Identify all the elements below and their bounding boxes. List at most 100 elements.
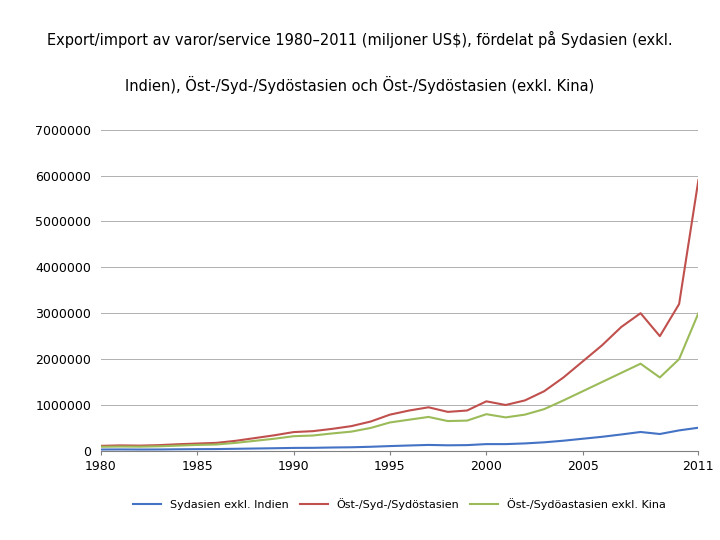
Öst-/Sydöastasien exkl. Kina bbox=[617, 369, 626, 376]
Öst-/Syd-/Sydöstasien bbox=[636, 310, 645, 316]
Öst-/Syd-/Sydöstasien bbox=[444, 409, 452, 415]
Öst-/Syd-/Sydöstasien bbox=[501, 402, 510, 408]
Öst-/Sydöastasien exkl. Kina bbox=[251, 437, 259, 444]
Sydasien exkl. Indien bbox=[598, 434, 606, 440]
Öst-/Syd-/Sydöstasien bbox=[347, 423, 356, 429]
Sydasien exkl. Indien bbox=[578, 435, 587, 442]
Sydasien exkl. Indien bbox=[386, 443, 395, 449]
Öst-/Sydöastasien exkl. Kina bbox=[328, 430, 336, 437]
Öst-/Syd-/Sydöstasien bbox=[694, 177, 703, 184]
Öst-/Syd-/Sydöstasien bbox=[174, 441, 182, 448]
Sydasien exkl. Indien bbox=[521, 440, 529, 447]
Öst-/Syd-/Sydöstasien bbox=[270, 432, 279, 438]
Sydasien exkl. Indien bbox=[559, 437, 568, 444]
Sydasien exkl. Indien bbox=[135, 446, 144, 453]
Sydasien exkl. Indien bbox=[328, 444, 336, 451]
Öst-/Sydöastasien exkl. Kina bbox=[154, 443, 163, 449]
Öst-/Syd-/Sydöstasien bbox=[578, 358, 587, 365]
Öst-/Sydöastasien exkl. Kina bbox=[270, 435, 279, 442]
Öst-/Syd-/Sydöstasien bbox=[598, 342, 606, 349]
Öst-/Sydöastasien exkl. Kina bbox=[347, 428, 356, 435]
Öst-/Sydöastasien exkl. Kina bbox=[96, 443, 105, 450]
Sydasien exkl. Indien bbox=[174, 446, 182, 453]
Sydasien exkl. Indien bbox=[424, 442, 433, 448]
Sydasien exkl. Indien bbox=[636, 429, 645, 435]
Sydasien exkl. Indien bbox=[116, 446, 125, 453]
Sydasien exkl. Indien bbox=[154, 446, 163, 453]
Öst-/Sydöastasien exkl. Kina bbox=[366, 424, 375, 431]
Sydasien exkl. Indien bbox=[405, 442, 413, 449]
Öst-/Sydöastasien exkl. Kina bbox=[521, 411, 529, 418]
Öst-/Syd-/Sydöstasien bbox=[328, 426, 336, 432]
Sydasien exkl. Indien bbox=[289, 444, 298, 451]
Sydasien exkl. Indien bbox=[463, 442, 472, 448]
Öst-/Sydöastasien exkl. Kina bbox=[386, 419, 395, 426]
Line: Öst-/Syd-/Sydöstasien: Öst-/Syd-/Sydöstasien bbox=[101, 180, 698, 446]
Öst-/Syd-/Sydöstasien bbox=[309, 428, 318, 434]
Sydasien exkl. Indien bbox=[347, 444, 356, 450]
Öst-/Sydöastasien exkl. Kina bbox=[501, 414, 510, 421]
Sydasien exkl. Indien bbox=[366, 443, 375, 450]
Sydasien exkl. Indien bbox=[655, 431, 664, 437]
Öst-/Sydöastasien exkl. Kina bbox=[405, 416, 413, 423]
Öst-/Sydöastasien exkl. Kina bbox=[424, 414, 433, 420]
Öst-/Sydöastasien exkl. Kina bbox=[675, 356, 683, 362]
Öst-/Syd-/Sydöstasien bbox=[675, 301, 683, 307]
Line: Sydasien exkl. Indien: Sydasien exkl. Indien bbox=[101, 428, 698, 449]
Öst-/Sydöastasien exkl. Kina bbox=[655, 374, 664, 381]
Sydasien exkl. Indien bbox=[96, 446, 105, 453]
Sydasien exkl. Indien bbox=[444, 442, 452, 449]
Sydasien exkl. Indien bbox=[694, 424, 703, 431]
Öst-/Syd-/Sydöstasien bbox=[193, 440, 202, 447]
Öst-/Sydöastasien exkl. Kina bbox=[212, 441, 221, 448]
Öst-/Sydöastasien exkl. Kina bbox=[231, 440, 240, 446]
Öst-/Syd-/Sydöstasien bbox=[386, 411, 395, 418]
Öst-/Sydöastasien exkl. Kina bbox=[174, 442, 182, 449]
Sydasien exkl. Indien bbox=[540, 439, 549, 446]
Sydasien exkl. Indien bbox=[212, 446, 221, 453]
Öst-/Syd-/Sydöstasien bbox=[366, 418, 375, 425]
Öst-/Syd-/Sydöstasien bbox=[540, 388, 549, 394]
Öst-/Sydöastasien exkl. Kina bbox=[559, 397, 568, 404]
Text: Indien), Öst-/Syd-/Sydöstasien och Öst-/Sydöstasien (exkl. Kina): Indien), Öst-/Syd-/Sydöstasien och Öst-/… bbox=[125, 76, 595, 94]
Sydasien exkl. Indien bbox=[617, 431, 626, 438]
Sydasien exkl. Indien bbox=[193, 446, 202, 453]
Öst-/Syd-/Sydöstasien bbox=[405, 407, 413, 414]
Öst-/Syd-/Sydöstasien bbox=[231, 437, 240, 444]
Öst-/Syd-/Sydöstasien bbox=[289, 429, 298, 435]
Öst-/Syd-/Sydöstasien bbox=[212, 440, 221, 446]
Öst-/Sydöastasien exkl. Kina bbox=[116, 443, 125, 450]
Öst-/Sydöastasien exkl. Kina bbox=[135, 443, 144, 450]
Öst-/Sydöastasien exkl. Kina bbox=[578, 388, 587, 394]
Sydasien exkl. Indien bbox=[501, 441, 510, 447]
Öst-/Sydöastasien exkl. Kina bbox=[289, 433, 298, 440]
Sydasien exkl. Indien bbox=[309, 444, 318, 451]
Öst-/Syd-/Sydöstasien bbox=[154, 442, 163, 448]
Öst-/Syd-/Sydöstasien bbox=[251, 435, 259, 441]
Öst-/Sydöastasien exkl. Kina bbox=[540, 406, 549, 413]
Öst-/Syd-/Sydöstasien bbox=[617, 324, 626, 330]
Öst-/Syd-/Sydöstasien bbox=[559, 374, 568, 381]
Öst-/Sydöastasien exkl. Kina bbox=[463, 417, 472, 424]
Sydasien exkl. Indien bbox=[482, 441, 490, 447]
Öst-/Syd-/Sydöstasien bbox=[521, 397, 529, 404]
Öst-/Syd-/Sydöstasien bbox=[463, 407, 472, 414]
Öst-/Syd-/Sydöstasien bbox=[482, 398, 490, 404]
Öst-/Sydöastasien exkl. Kina bbox=[598, 379, 606, 386]
Öst-/Sydöastasien exkl. Kina bbox=[482, 411, 490, 417]
Öst-/Syd-/Sydöstasien bbox=[116, 442, 125, 449]
Öst-/Syd-/Sydöstasien bbox=[96, 443, 105, 449]
Öst-/Sydöastasien exkl. Kina bbox=[444, 418, 452, 424]
Öst-/Sydöastasien exkl. Kina bbox=[694, 310, 703, 316]
Öst-/Syd-/Sydöstasien bbox=[424, 404, 433, 410]
Öst-/Syd-/Sydöstasien bbox=[135, 442, 144, 449]
Öst-/Sydöastasien exkl. Kina bbox=[193, 442, 202, 448]
Legend: Sydasien exkl. Indien, Öst-/Syd-/Sydöstasien, Öst-/Sydöastasien exkl. Kina: Sydasien exkl. Indien, Öst-/Syd-/Sydösta… bbox=[129, 494, 670, 514]
Sydasien exkl. Indien bbox=[231, 446, 240, 452]
Sydasien exkl. Indien bbox=[251, 446, 259, 452]
Öst-/Sydöastasien exkl. Kina bbox=[309, 433, 318, 439]
Sydasien exkl. Indien bbox=[675, 427, 683, 434]
Öst-/Syd-/Sydöstasien bbox=[655, 333, 664, 340]
Text: Export/import av varor/service 1980–2011 (miljoner US$), fördelat på Sydasien (e: Export/import av varor/service 1980–2011… bbox=[48, 31, 672, 48]
Line: Öst-/Sydöastasien exkl. Kina: Öst-/Sydöastasien exkl. Kina bbox=[101, 313, 698, 447]
